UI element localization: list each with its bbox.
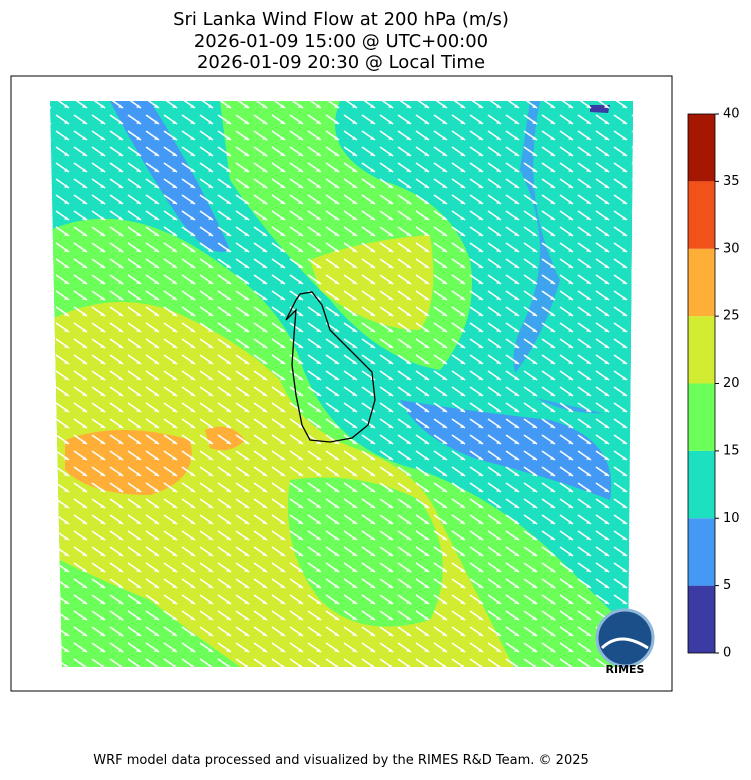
colorbar-tick-label: 25 bbox=[723, 309, 740, 324]
logo-text: RIMES bbox=[606, 663, 645, 676]
subtitle: 2026-01-09 20:30 @ Local Time bbox=[197, 52, 485, 73]
colorbar-tick-label: 20 bbox=[723, 376, 740, 391]
footer: WRF model data processed and visualized … bbox=[93, 753, 589, 768]
title: Sri Lanka Wind Flow at 200 hPa (m/s) bbox=[173, 9, 509, 30]
map-frame bbox=[10, 75, 673, 692]
colorbar-bin bbox=[688, 585, 715, 653]
colorbar-bin bbox=[688, 114, 715, 182]
subtitle: 2026-01-09 15:00 @ UTC+00:00 bbox=[194, 31, 488, 52]
colorbar-bin bbox=[688, 518, 715, 586]
colorbar-tick-label: 35 bbox=[723, 174, 740, 189]
colorbar-bin bbox=[688, 181, 715, 249]
colorbar-tick-label: 30 bbox=[723, 241, 740, 256]
colorbar-bin bbox=[688, 383, 715, 451]
colorbar: 0 5 10 15 20 25 30 35 40 bbox=[687, 107, 740, 661]
colorbar-tick-label: 0 bbox=[723, 646, 731, 661]
colorbar-tick-label: 15 bbox=[723, 443, 740, 458]
logo: RIMES bbox=[595, 608, 655, 676]
wind-map bbox=[50, 101, 633, 667]
colorbar-bin bbox=[688, 248, 715, 317]
colorbar-tick-label: 5 bbox=[723, 578, 731, 593]
colorbar-tick-label: 10 bbox=[723, 511, 740, 526]
colorbar-bin bbox=[688, 316, 715, 384]
colorbar-bin bbox=[688, 450, 715, 519]
colorbar-tick-label: 40 bbox=[723, 107, 740, 122]
